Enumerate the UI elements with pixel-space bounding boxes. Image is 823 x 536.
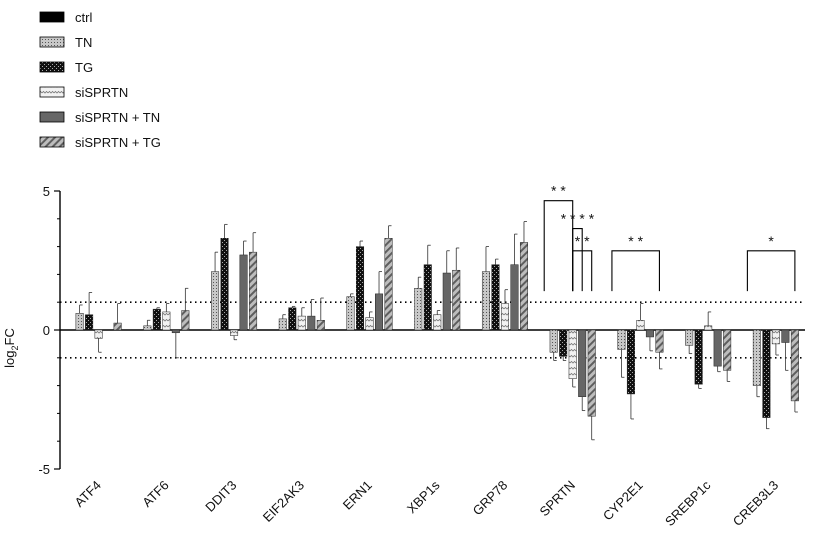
category-label: SREBP1c (662, 477, 714, 529)
legend-swatch (39, 86, 65, 98)
bar (655, 329, 664, 353)
significance-brackets: * * * * * * * * * * * (543, 183, 796, 292)
bar (384, 238, 393, 331)
bar (94, 329, 103, 339)
bar (356, 246, 365, 331)
reference-lines (60, 301, 805, 359)
significance-bracket (611, 250, 660, 292)
legend-swatch (39, 61, 65, 73)
bar (723, 329, 732, 371)
bar (297, 315, 306, 331)
bar (752, 329, 761, 386)
bar (781, 329, 790, 343)
bar (519, 242, 528, 331)
bar (423, 264, 432, 331)
bar (414, 288, 423, 331)
bar (617, 329, 626, 350)
legend-label: TG (75, 60, 93, 75)
bar (211, 271, 220, 331)
category-label: DDIT3 (202, 478, 239, 515)
bar (230, 329, 239, 336)
bar (113, 322, 122, 331)
legend-label: ctrl (75, 10, 92, 25)
bar (704, 325, 713, 331)
bar (762, 329, 771, 418)
legend-swatch (39, 36, 65, 48)
category-label: CREB3L3 (730, 478, 781, 529)
bar (143, 325, 152, 331)
bar (220, 238, 229, 331)
bar (626, 329, 635, 395)
legend-label: TN (75, 35, 92, 50)
bar (75, 313, 84, 331)
legend-label: siSPRTN + TN (75, 110, 160, 125)
significance-bracket (746, 250, 796, 292)
bar (278, 318, 287, 331)
bar (510, 264, 519, 331)
legend-swatch (39, 136, 65, 148)
category-label: GRP78 (470, 478, 511, 519)
bar (790, 329, 799, 402)
bars (75, 238, 799, 418)
bar (365, 317, 374, 331)
bar (549, 329, 558, 353)
significance-bracket (572, 250, 593, 292)
y-tick-label: -5 (38, 462, 50, 477)
bar (694, 329, 703, 385)
category-label: SPRTN (536, 478, 578, 520)
significance-label: * (768, 233, 774, 249)
bar (452, 269, 461, 331)
legend-swatch (39, 11, 65, 23)
legend-label: siSPRTN + TG (75, 135, 161, 150)
significance-label: * * * * (561, 211, 595, 227)
bar (559, 329, 568, 357)
bar (771, 329, 780, 345)
category-labels: ATF4 ATF6 DDIT3 EIF2AK3 ERN1 XBP1s GRP78 SPRTN C… (72, 477, 782, 529)
bar (578, 329, 587, 397)
error-bars (79, 221, 798, 441)
legend: ctrl TN TG siSPRTN siSPRTN + TN siSPRTN + TG (39, 10, 161, 150)
bar (587, 329, 596, 417)
bar (685, 329, 694, 346)
bar (433, 314, 442, 331)
bar (307, 315, 316, 331)
category-label: ATF6 (139, 478, 171, 510)
y-axis-label: log2FC (2, 328, 20, 368)
category-label: EIF2AK3 (260, 478, 307, 525)
bar (181, 310, 190, 331)
category-label: ERN1 (340, 478, 375, 513)
category-label: ATF4 (72, 478, 104, 510)
bar (85, 314, 94, 331)
bar (645, 329, 654, 338)
category-label: CYP2E1 (600, 478, 646, 524)
bar (568, 329, 577, 379)
bar (239, 254, 248, 331)
bar (171, 329, 180, 334)
bar (162, 311, 171, 331)
legend-label: siSPRTN (75, 85, 128, 100)
significance-label: * * (551, 183, 566, 199)
category-label: XBP1s (404, 477, 443, 516)
bar (491, 264, 500, 331)
bar (249, 251, 258, 331)
bar (481, 271, 490, 331)
bar (442, 272, 451, 331)
bar (713, 329, 722, 367)
bar (375, 293, 384, 331)
y-tick-label: 0 (43, 323, 50, 338)
significance-label: * * (628, 233, 643, 249)
bar (316, 320, 325, 331)
y-tick-label: 5 (43, 184, 50, 199)
bar (152, 308, 161, 331)
bar (636, 320, 645, 331)
bar (500, 303, 509, 331)
significance-label: * * (575, 233, 590, 249)
bar (346, 296, 355, 331)
bar (288, 307, 297, 331)
legend-swatch (39, 111, 65, 123)
